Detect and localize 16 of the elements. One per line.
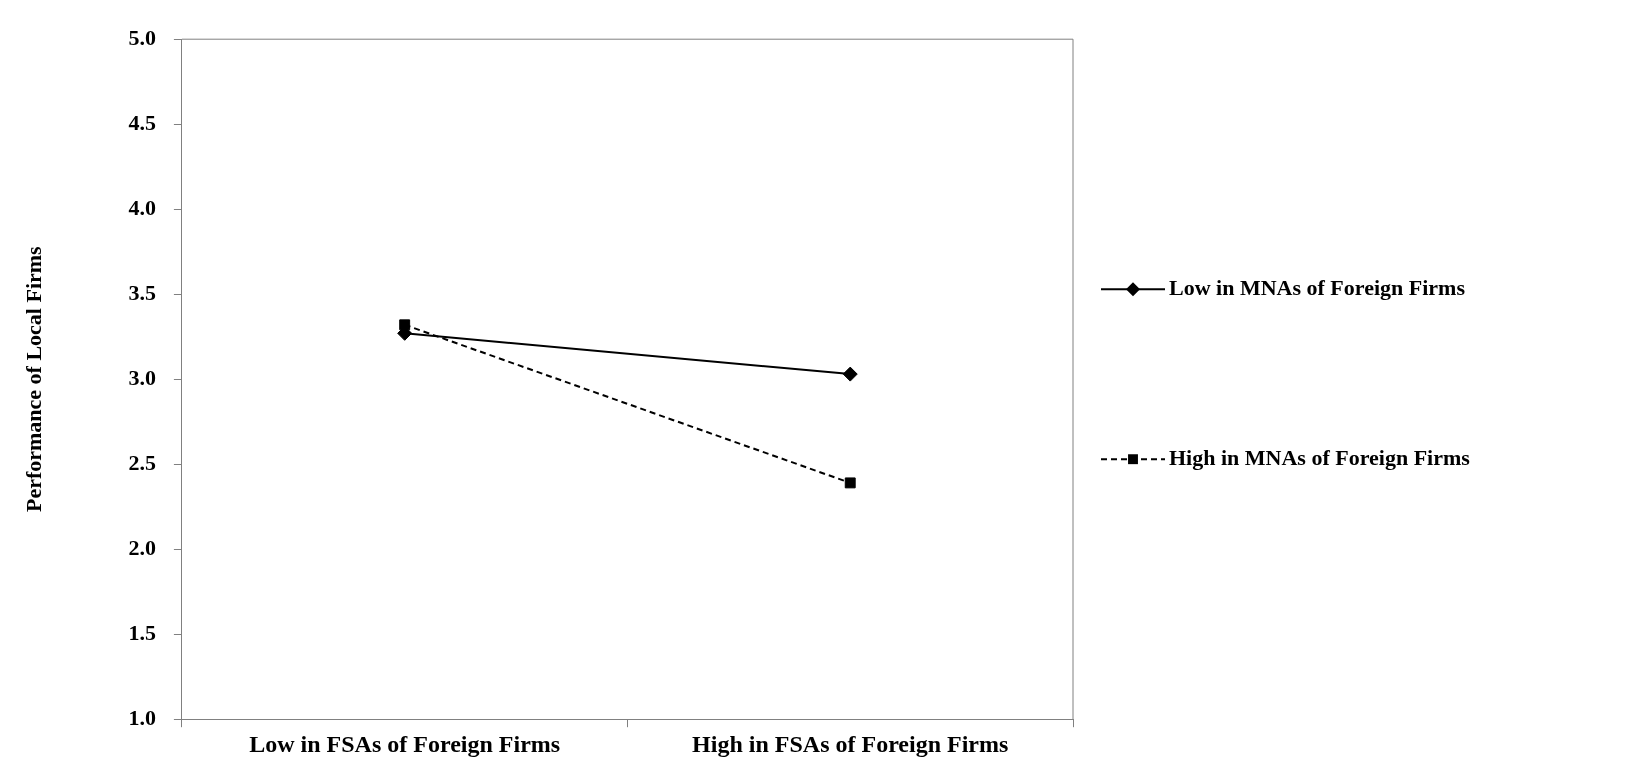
y-tick-label: 3.5 [128, 279, 156, 305]
y-tick-label: 5.0 [128, 24, 156, 50]
legend-label: Low in MNAs of Foreign Firms [1169, 274, 1466, 300]
y-tick-label: 3.0 [128, 364, 156, 390]
x-tick-label: Low in FSAs of Foreign Firms [249, 730, 561, 757]
y-axis-title: Performance of Local Firms [20, 245, 46, 513]
y-tick-label: 1.0 [128, 704, 156, 730]
point [844, 477, 856, 489]
y-tick-label: 2.0 [128, 534, 156, 560]
point [842, 366, 858, 382]
x-tick-label: High in FSAs of Foreign Firms [692, 730, 1009, 757]
y-tick-label: 4.5 [128, 109, 156, 135]
legend-label: High in MNAs of Foreign Firms [1169, 444, 1471, 470]
y-tick-label: 1.5 [128, 619, 156, 645]
y-tick-label: 4.0 [128, 194, 156, 220]
y-tick-label: 2.5 [128, 449, 156, 475]
